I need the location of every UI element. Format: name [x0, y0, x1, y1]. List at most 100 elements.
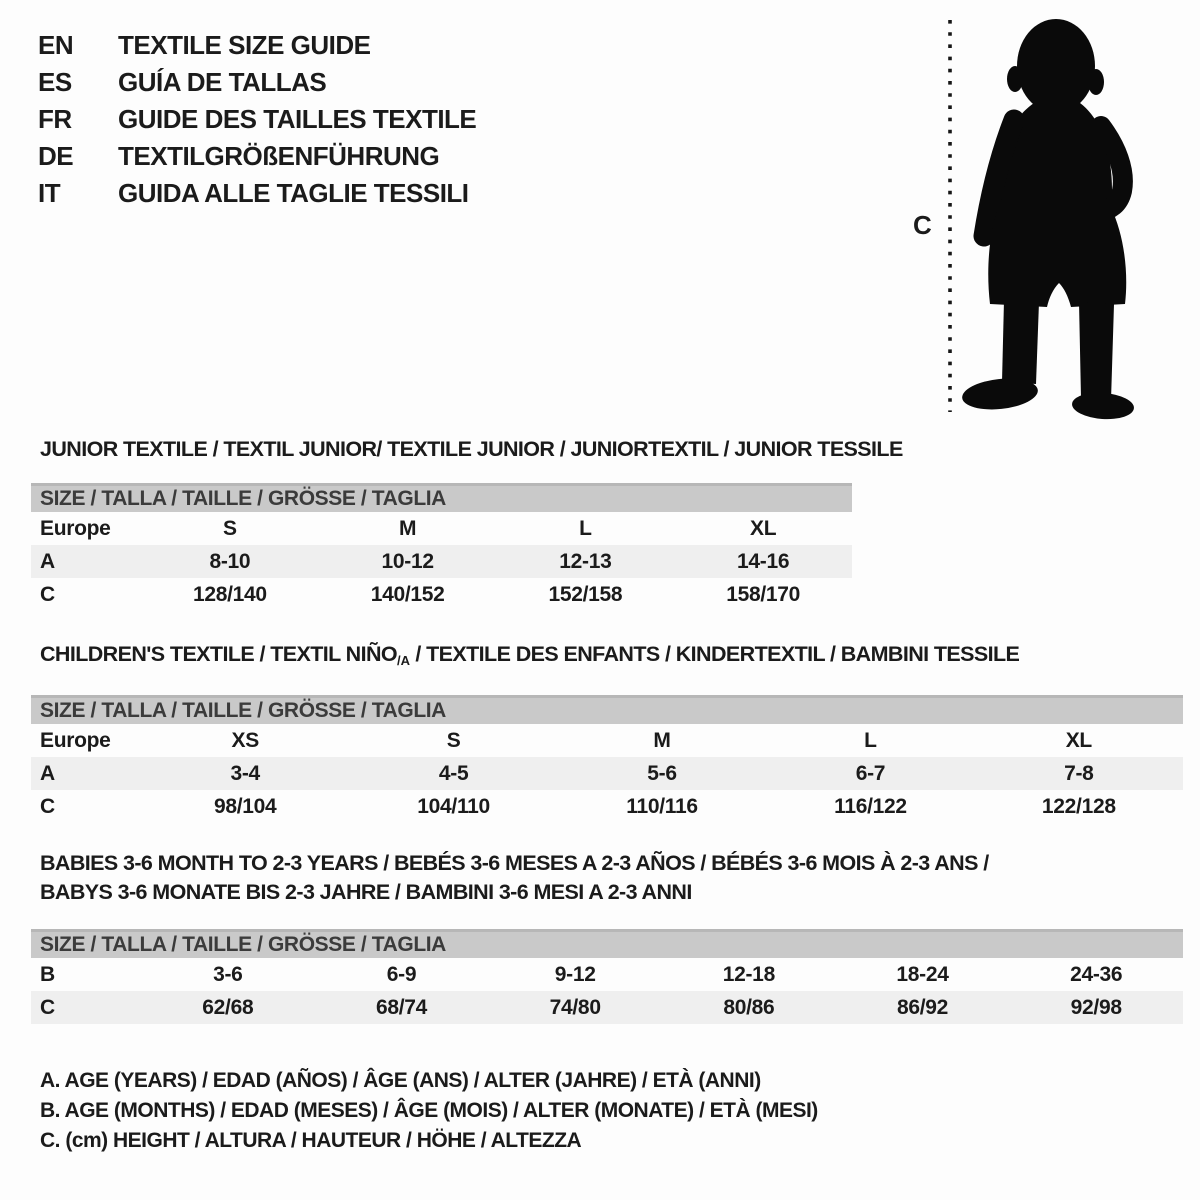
- language-row: FR GUIDE DES TAILLES TEXTILE: [38, 101, 477, 138]
- table-cell: 152/158: [548, 583, 623, 606]
- legend-line-age-years: A. AGE (YEARS) / EDAD (AÑOS) / ÂGE (ANS)…: [40, 1069, 761, 1092]
- language-code: FR: [38, 104, 72, 134]
- table-cell: 18-24: [896, 963, 949, 986]
- table-cell: S: [446, 729, 461, 752]
- row-label: Europe: [40, 517, 111, 540]
- table-cell: 110/116: [626, 795, 698, 818]
- table-cell: XL: [1065, 729, 1093, 752]
- language-code: ES: [38, 67, 72, 97]
- language-title: TEXTILE SIZE GUIDE: [118, 30, 371, 60]
- table-cell: 128/140: [192, 583, 267, 606]
- language-row: EN TEXTILE SIZE GUIDE: [38, 27, 476, 64]
- language-title-list: EN TEXTILE SIZE GUIDE ES GUÍA DE TALLAS …: [38, 27, 477, 212]
- section-heading: JUNIOR TEXTILE / TEXTIL JUNIOR/ TEXTILE …: [31, 435, 903, 464]
- row-label: A: [40, 550, 55, 573]
- section-heading-line: CHILDREN'S TEXTILE / TEXTIL NIÑO/A / TEX…: [40, 640, 1183, 675]
- heading-text: BABIES 3-6 MONTH TO 2-3 YEARS / BEBÉS 3-…: [40, 851, 989, 875]
- heading-subscript: /A: [397, 653, 411, 668]
- table-cell: 62/68: [202, 996, 254, 1019]
- table-cell: 86/92: [896, 996, 949, 1019]
- table-row: B 3-6 6-9 9-12 12-18 18-24 24-36: [31, 958, 1183, 991]
- row-label: C: [40, 583, 55, 606]
- language-code: DE: [38, 141, 74, 171]
- section-babies-textile: BABIES 3-6 MONTH TO 2-3 YEARS / BEBÉS 3-…: [31, 849, 1183, 1024]
- table-cell: 4-5: [438, 762, 469, 785]
- table-row: Europe XS S M L XL: [31, 724, 1183, 757]
- table-cell: 80/86: [723, 996, 775, 1019]
- size-table: Europe S M L XL A 8-10 10-12 12-13 14-16 C 128/140 1…: [31, 512, 852, 611]
- table-cell: 68/74: [375, 996, 428, 1019]
- section-heading-line: BABYS 3-6 MONATE BIS 2-3 JAHRE / BAMBINI…: [40, 878, 1183, 907]
- table-cell: 6-7: [855, 762, 886, 785]
- height-measure-label: C: [913, 210, 932, 240]
- table-row: C 98/104 104/110 110/116 116/122 122/128: [31, 790, 1183, 823]
- heading-text: JUNIOR TEXTILE / TEXTIL JUNIOR/ TEXTILE …: [40, 437, 903, 461]
- language-title: GUÍA DE TALLAS: [118, 67, 327, 97]
- language-row: ES GUÍA DE TALLAS: [38, 64, 476, 101]
- legend-line-height-cm: C. (cm) HEIGHT / ALTURA / HAUTEUR / HÖHE…: [40, 1129, 582, 1152]
- section-heading: CHILDREN'S TEXTILE / TEXTIL NIÑO/A / TEX…: [31, 640, 1183, 675]
- size-table: Europe XS S M L XL A 3-4 4-5 5-6 6-7 7-8 C 98/104 104/…: [31, 724, 1183, 823]
- table-cell: 12-18: [722, 963, 776, 986]
- size-header-bar: SIZE / TALLA / TAILLE / GRÖSSE / TAGLIA: [31, 695, 1183, 724]
- table-cell: S: [223, 517, 237, 540]
- legend: A. AGE (YEARS) / EDAD (AÑOS) / ÂGE (ANS)…: [31, 1066, 818, 1156]
- table-cell: L: [864, 729, 877, 752]
- table-cell: 3-6: [213, 963, 243, 986]
- section-heading-line: BABIES 3-6 MONTH TO 2-3 YEARS / BEBÉS 3-…: [40, 849, 1183, 878]
- language-title: TEXTILGRÖßENFÜHRUNG: [118, 141, 440, 171]
- language-code: EN: [38, 30, 74, 60]
- table-cell: 140/152: [370, 583, 445, 606]
- toddler-silhouette-icon: [948, 19, 1134, 420]
- size-header-bar: SIZE / TALLA / TAILLE / GRÖSSE / TAGLIA: [31, 483, 852, 512]
- table-cell: 3-4: [230, 762, 260, 785]
- table-row: C 62/68 68/74 74/80 80/86 86/92 92/98: [31, 991, 1183, 1024]
- table-cell: 158/170: [726, 583, 801, 606]
- table-cell: 5-6: [647, 762, 677, 785]
- language-row: IT GUIDA ALLE TAGLIE TESSILI: [38, 175, 476, 212]
- table-cell: XL: [750, 517, 777, 540]
- table-cell: 12-13: [559, 550, 612, 573]
- row-label: B: [40, 963, 55, 986]
- row-label: Europe: [40, 729, 111, 752]
- row-label: C: [40, 795, 55, 818]
- table-cell: 14-16: [737, 550, 790, 573]
- table-cell: M: [399, 517, 417, 540]
- language-title: GUIDA ALLE TAGLIE TESSILI: [118, 178, 469, 208]
- table-cell: 7-8: [1064, 762, 1094, 785]
- table-cell: 9-12: [554, 963, 596, 986]
- table-cell: M: [653, 729, 671, 752]
- table-cell: XS: [231, 729, 259, 752]
- table-row: A 8-10 10-12 12-13 14-16: [31, 545, 852, 578]
- table-cell: 10-12: [381, 550, 435, 573]
- row-label: C: [40, 996, 55, 1019]
- language-title: GUIDE DES TAILLES TEXTILE: [118, 104, 477, 134]
- heading-text: CHILDREN'S TEXTILE / TEXTIL NIÑO: [40, 642, 398, 666]
- section-heading-line: JUNIOR TEXTILE / TEXTIL JUNIOR/ TEXTILE …: [40, 435, 903, 464]
- table-cell: 104/110: [417, 795, 490, 818]
- table-row: C 128/140 140/152 152/158 158/170: [31, 578, 852, 611]
- section-junior-textile: JUNIOR TEXTILE / TEXTIL JUNIOR/ TEXTILE …: [31, 435, 903, 611]
- row-label: A: [40, 762, 55, 785]
- table-cell: 122/128: [1041, 795, 1116, 818]
- table-row: Europe S M L XL: [31, 512, 852, 545]
- size-header-bar: SIZE / TALLA / TAILLE / GRÖSSE / TAGLIA: [31, 929, 1183, 958]
- table-cell: 92/98: [1070, 996, 1122, 1019]
- table-cell: 98/104: [213, 795, 277, 818]
- table-row: A 3-4 4-5 5-6 6-7 7-8: [31, 757, 1183, 790]
- section-childrens-textile: CHILDREN'S TEXTILE / TEXTIL NIÑO/A / TEX…: [31, 640, 1183, 823]
- heading-text: / TEXTILE DES ENFANTS / KINDERTEXTIL / B…: [410, 642, 1020, 666]
- table-cell: 24-36: [1070, 963, 1123, 986]
- table-cell: 6-9: [386, 963, 417, 986]
- section-heading: BABIES 3-6 MONTH TO 2-3 YEARS / BEBÉS 3-…: [31, 849, 1183, 907]
- language-code: IT: [38, 178, 61, 208]
- heading-text: BABYS 3-6 MONATE BIS 2-3 JAHRE / BAMBINI…: [40, 880, 692, 904]
- table-cell: 8-10: [209, 550, 251, 573]
- language-row: DE TEXTILGRÖßENFÜHRUNG: [38, 138, 476, 175]
- legend-line-age-months: B. AGE (MONTHS) / EDAD (MESES) / ÂGE (MO…: [40, 1099, 818, 1122]
- table-cell: 74/80: [549, 996, 601, 1019]
- toddler-silhouette: [962, 19, 1134, 420]
- table-cell: 116/122: [834, 795, 907, 818]
- table-cell: L: [579, 517, 592, 540]
